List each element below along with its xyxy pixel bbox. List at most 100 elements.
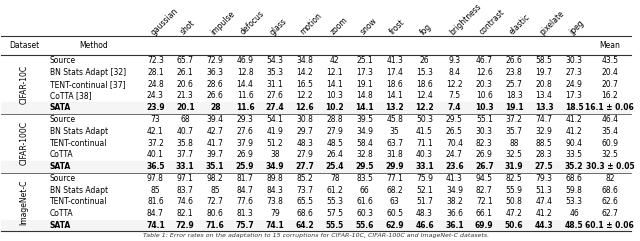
Text: 73.8: 73.8 <box>267 197 284 207</box>
Text: 69.9: 69.9 <box>475 221 493 230</box>
Text: 42: 42 <box>330 56 340 65</box>
Text: 54.3: 54.3 <box>266 56 284 65</box>
Text: 62.7: 62.7 <box>602 209 618 218</box>
Text: 38: 38 <box>270 150 280 159</box>
Text: 31.1: 31.1 <box>267 80 284 89</box>
Text: 25.9: 25.9 <box>236 162 254 171</box>
Text: 37.9: 37.9 <box>237 139 253 147</box>
Text: 35.1: 35.1 <box>206 162 225 171</box>
Text: 55.1: 55.1 <box>476 115 493 124</box>
Text: 74.6: 74.6 <box>177 197 194 207</box>
Text: 25.7: 25.7 <box>506 80 523 89</box>
Text: 32.5: 32.5 <box>506 150 523 159</box>
Text: 20.3: 20.3 <box>476 80 493 89</box>
Text: 14.1: 14.1 <box>326 80 343 89</box>
Text: 16.2: 16.2 <box>602 92 618 100</box>
Text: 50.6: 50.6 <box>505 221 524 230</box>
Text: 41.3: 41.3 <box>386 56 403 65</box>
Text: 8.4: 8.4 <box>449 68 460 77</box>
Text: 26.5: 26.5 <box>446 127 463 136</box>
Text: 68.6: 68.6 <box>566 174 582 183</box>
Text: 51.3: 51.3 <box>536 186 552 195</box>
Text: Source: Source <box>50 174 76 183</box>
Text: jpeg: jpeg <box>568 19 586 37</box>
Text: 78: 78 <box>330 174 340 183</box>
Text: 25.1: 25.1 <box>356 56 373 65</box>
Text: 24.8: 24.8 <box>147 80 164 89</box>
Text: 41.5: 41.5 <box>416 127 433 136</box>
Text: BN Stats Adapt [32]: BN Stats Adapt [32] <box>50 68 126 77</box>
Text: 27.3: 27.3 <box>566 68 582 77</box>
Text: 36.1: 36.1 <box>445 221 464 230</box>
Text: 28.6: 28.6 <box>207 80 223 89</box>
Text: 46.7: 46.7 <box>476 56 493 65</box>
Text: 9.3: 9.3 <box>449 56 460 65</box>
Text: 77.6: 77.6 <box>237 197 253 207</box>
Text: 62.9: 62.9 <box>385 221 404 230</box>
Text: 66.1: 66.1 <box>476 209 493 218</box>
Text: shot: shot <box>179 19 197 37</box>
Text: 26.6: 26.6 <box>207 92 223 100</box>
Text: 48.3: 48.3 <box>416 209 433 218</box>
Text: 71.6: 71.6 <box>206 221 225 230</box>
Text: 28.1: 28.1 <box>147 68 164 77</box>
Text: 16.1 ± 0.06: 16.1 ± 0.06 <box>586 103 634 112</box>
Bar <box>1 220 630 231</box>
Text: TENT-continual: TENT-continual <box>50 139 108 147</box>
Text: BN Stats Adapt: BN Stats Adapt <box>50 186 108 195</box>
Text: 10.2: 10.2 <box>326 103 344 112</box>
Text: 19.1: 19.1 <box>505 103 524 112</box>
Text: 74.7: 74.7 <box>536 115 552 124</box>
Text: 46: 46 <box>569 209 579 218</box>
Text: 73.7: 73.7 <box>296 186 314 195</box>
Text: 97.8: 97.8 <box>147 174 164 183</box>
Text: 12.2: 12.2 <box>415 103 434 112</box>
Text: 10.3: 10.3 <box>326 92 343 100</box>
Text: 29.5: 29.5 <box>446 115 463 124</box>
Text: 26.7: 26.7 <box>475 162 493 171</box>
Text: 62.6: 62.6 <box>602 197 618 207</box>
Text: 84.3: 84.3 <box>267 186 284 195</box>
Text: 10.3: 10.3 <box>475 103 493 112</box>
Text: 19.1: 19.1 <box>356 80 373 89</box>
Text: glass: glass <box>269 16 289 37</box>
Text: 35.7: 35.7 <box>506 127 523 136</box>
Text: 97.1: 97.1 <box>177 174 194 183</box>
Text: Method: Method <box>79 41 108 50</box>
Text: 14.2: 14.2 <box>296 68 314 77</box>
Text: 24.3: 24.3 <box>147 92 164 100</box>
Text: 82.5: 82.5 <box>506 174 523 183</box>
Text: 28: 28 <box>210 103 221 112</box>
Text: 55.9: 55.9 <box>506 186 523 195</box>
Text: 36.6: 36.6 <box>446 209 463 218</box>
Text: gaussian: gaussian <box>149 6 180 37</box>
Text: Table 1: Error rates on the adaptation to 15 corruptions for CIFAR-10C, CIFAR-10: Table 1: Error rates on the adaptation t… <box>143 233 489 238</box>
Text: 50.3: 50.3 <box>416 115 433 124</box>
Text: 70.4: 70.4 <box>446 139 463 147</box>
Text: fog: fog <box>418 22 433 37</box>
Text: 20.8: 20.8 <box>536 80 552 89</box>
Text: 45.8: 45.8 <box>386 115 403 124</box>
Text: 20.7: 20.7 <box>602 80 618 89</box>
Text: 51.7: 51.7 <box>416 197 433 207</box>
Text: 55.3: 55.3 <box>326 197 343 207</box>
Text: 15.3: 15.3 <box>416 68 433 77</box>
Text: 33.1: 33.1 <box>415 162 434 171</box>
Text: 48.3: 48.3 <box>296 139 314 147</box>
Text: 82.3: 82.3 <box>476 139 493 147</box>
Text: 29.9: 29.9 <box>385 162 404 171</box>
Text: 60.1 ± 0.06: 60.1 ± 0.06 <box>586 221 634 230</box>
Text: snow: snow <box>358 16 379 37</box>
Text: 27.9: 27.9 <box>326 127 343 136</box>
Text: 32.5: 32.5 <box>602 150 618 159</box>
Text: 82.1: 82.1 <box>177 209 194 218</box>
Text: 26.9: 26.9 <box>237 150 253 159</box>
Text: TENT-continual: TENT-continual <box>50 197 108 207</box>
Text: 72.9: 72.9 <box>207 56 223 65</box>
Text: 75.7: 75.7 <box>236 221 255 230</box>
Text: 34.9: 34.9 <box>446 186 463 195</box>
Text: 18.6: 18.6 <box>416 80 433 89</box>
Text: 90.4: 90.4 <box>566 139 582 147</box>
Text: 26.9: 26.9 <box>476 150 493 159</box>
Text: 84.7: 84.7 <box>237 186 253 195</box>
